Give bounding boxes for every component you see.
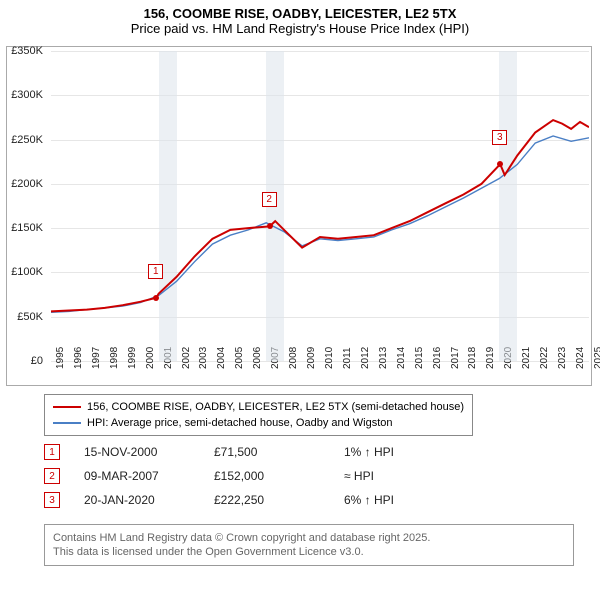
footer-attribution: Contains HM Land Registry data © Crown c… (44, 524, 574, 566)
table-row: 3 20-JAN-2020£222,2506% ↑ HPI (44, 488, 564, 512)
footer-line1: Contains HM Land Registry data © Crown c… (53, 531, 565, 545)
legend-row: 156, COOMBE RISE, OADBY, LEICESTER, LE2 … (53, 399, 464, 415)
row-hpi: 1% ↑ HPI (344, 445, 564, 459)
sale-dot (267, 223, 273, 229)
y-axis-label: £200K (11, 178, 43, 190)
title-address: 156, COOMBE RISE, OADBY, LEICESTER, LE2 … (0, 6, 600, 21)
footer-line2: This data is licensed under the Open Gov… (53, 545, 565, 559)
row-date: 20-JAN-2020 (84, 493, 214, 507)
row-marker: 3 (44, 492, 60, 508)
row-hpi: 6% ↑ HPI (344, 493, 564, 507)
y-axis-label: £50K (17, 311, 43, 323)
row-marker: 2 (44, 468, 60, 484)
row-price: £71,500 (214, 445, 344, 459)
legend: 156, COOMBE RISE, OADBY, LEICESTER, LE2 … (44, 394, 473, 436)
y-axis-label: £100K (11, 266, 43, 278)
price_paid-line (51, 120, 589, 311)
title-subtitle: Price paid vs. HM Land Registry's House … (0, 21, 600, 36)
sale-dot (153, 295, 159, 301)
legend-label: HPI: Average price, semi-detached house,… (87, 415, 393, 431)
y-axis-label: £250K (11, 134, 43, 146)
sale-marker: 1 (148, 264, 163, 279)
y-axis-label: £150K (11, 222, 43, 234)
row-marker: 1 (44, 444, 60, 460)
legend-swatch (53, 422, 81, 423)
y-axis-label: £0 (31, 355, 43, 367)
sale-marker: 3 (492, 130, 507, 145)
sales-table: 1 15-NOV-2000£71,5001% ↑ HPI 2 09-MAR-2007£… (44, 440, 564, 512)
row-price: £152,000 (214, 469, 344, 483)
row-price: £222,250 (214, 493, 344, 507)
y-axis-label: £350K (11, 45, 43, 57)
table-row: 1 15-NOV-2000£71,5001% ↑ HPI (44, 440, 564, 464)
x-axis-label: 2025 (593, 347, 600, 369)
row-date: 09-MAR-2007 (84, 469, 214, 483)
row-date: 15-NOV-2000 (84, 445, 214, 459)
plot-area: 1995199619971998199920002001200220032004… (51, 51, 589, 361)
y-axis-label: £300K (11, 89, 43, 101)
sale-marker: 2 (262, 192, 277, 207)
legend-label: 156, COOMBE RISE, OADBY, LEICESTER, LE2 … (87, 399, 464, 415)
chart-title: 156, COOMBE RISE, OADBY, LEICESTER, LE2 … (0, 0, 600, 36)
chart-container: 1995199619971998199920002001200220032004… (6, 46, 592, 386)
hpi-line (51, 136, 589, 312)
table-row: 2 09-MAR-2007£152,000≈ HPI (44, 464, 564, 488)
legend-row: HPI: Average price, semi-detached house,… (53, 415, 464, 431)
legend-swatch (53, 406, 81, 408)
row-hpi: ≈ HPI (344, 469, 564, 483)
